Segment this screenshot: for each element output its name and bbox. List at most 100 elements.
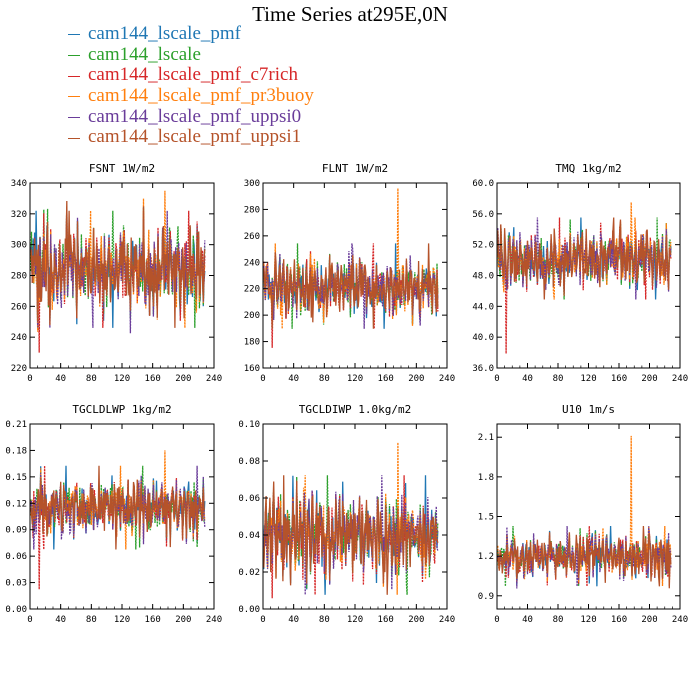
legend-label: cam144_lscale_pmf_uppsi1 [88,126,302,148]
chart-panel: FSNT 1W/m2 0 40 80 120 160 200 240 220 240 260 280 3… [11,162,222,384]
y-tick-label: 300 [11,241,27,251]
chart-title: TGCLDIWP 1.0kg/m2 [299,403,412,416]
y-tick-label: 0.12 [5,499,27,509]
x-tick-label: 80 [553,374,564,384]
y-tick-label: 0.00 [5,605,27,615]
series-group [263,188,439,348]
y-tick-label: 36.0 [472,364,494,374]
series-line [30,465,206,590]
x-tick-label: 200 [641,374,657,384]
y-tick-label: 280 [11,272,27,282]
x-tick-label: 160 [378,374,394,384]
y-tick-label: 52.0 [472,241,494,251]
y-tick-label: 2.1 [478,433,494,443]
x-tick-label: 240 [672,374,688,384]
x-tick-label: 80 [553,615,564,625]
y-tick-label: 44.0 [472,302,494,312]
y-tick-label: 300 [244,179,260,189]
y-tick-label: 0.06 [5,552,27,562]
legend-item: cam144_lscale [68,44,314,66]
x-tick-label: 0 [260,615,265,625]
legend-swatch [68,34,80,36]
y-tick-label: 1.5 [478,513,494,523]
legend-item: cam144_lscale_pmf_c7rich [68,65,314,86]
legend-item: cam144_lscale_pmf_uppsi1 [68,127,314,148]
series-line [497,217,672,300]
x-tick-label: 240 [439,615,455,625]
chart-title: FLNT 1W/m2 [322,162,388,175]
legend-swatch [68,75,80,77]
chart-panel: TGCLDLWP 1kg/m2 0 40 80 120 160 200 240 0.00 0.03… [5,403,222,625]
y-tick-label: 0.00 [238,605,260,615]
y-tick-label: 40.0 [472,333,494,343]
legend-label: cam144_lscale_pmf [88,23,242,44]
y-tick-label: 1.8 [478,473,494,483]
series-group [497,202,672,354]
x-tick-label: 40 [288,374,299,384]
y-tick-label: 56.0 [472,210,494,220]
x-tick-label: 40 [55,374,66,384]
legend-swatch [68,137,80,139]
legend: cam144_lscale_pmf cam144_lscale cam144_lsc… [68,23,314,148]
legend-swatch [68,54,80,56]
y-tick-label: 0.04 [238,531,260,541]
series-line [497,217,672,354]
x-tick-label: 0 [27,615,32,625]
y-tick-label: 240 [244,258,260,268]
series-line [263,475,439,595]
x-tick-label: 120 [580,615,596,625]
x-tick-label: 120 [114,615,130,625]
x-tick-label: 200 [408,374,424,384]
x-tick-label: 120 [580,374,596,384]
y-tick-label: 240 [11,333,27,343]
x-tick-label: 240 [439,374,455,384]
series-line [263,243,439,329]
x-tick-label: 0 [494,615,499,625]
x-tick-label: 40 [522,374,533,384]
x-tick-label: 160 [378,615,394,625]
x-tick-label: 0 [494,374,499,384]
x-tick-label: 40 [55,615,66,625]
legend-swatch [68,96,80,98]
y-tick-label: 0.10 [238,420,260,430]
y-tick-label: 340 [11,179,27,189]
x-tick-label: 200 [408,615,424,625]
x-tick-label: 240 [206,374,222,384]
y-tick-label: 220 [11,364,27,374]
x-tick-label: 40 [522,615,533,625]
y-tick-label: 0.03 [5,579,27,589]
legend-item: cam144_lscale_pmf [68,23,314,45]
x-tick-label: 80 [86,615,97,625]
series-group [30,450,206,590]
chart-panel: TGCLDIWP 1.0kg/m2 0 40 80 120 160 200 240 0.00 0.… [238,403,455,625]
y-tick-label: 0.9 [478,592,494,602]
chart-panel: FLNT 1W/m2 0 40 80 120 160 200 240 160 180 200 220 2… [244,162,455,384]
x-tick-label: 200 [175,374,191,384]
x-tick-label: 40 [288,615,299,625]
legend-item: cam144_lscale_pmf_uppsi0 [68,105,314,128]
y-tick-label: 48.0 [472,272,494,282]
x-tick-label: 80 [319,615,330,625]
y-tick-label: 220 [244,285,260,295]
series-group [497,435,672,589]
legend-label: cam144_lscale_pmf_uppsi0 [88,105,302,127]
x-tick-label: 120 [347,615,363,625]
y-tick-label: 0.21 [5,420,27,430]
legend-label: cam144_lscale_pmf_c7rich [88,64,298,86]
x-tick-label: 0 [27,374,32,384]
chart-title: TMQ 1kg/m2 [555,162,621,175]
x-tick-label: 160 [145,374,161,384]
y-tick-label: 1.2 [478,552,494,562]
y-tick-label: 260 [11,302,27,312]
y-tick-label: 200 [244,311,260,321]
x-tick-label: 120 [347,374,363,384]
series-group [263,442,439,599]
chart-panel: U10 1m/s 0 40 80 120 160 200 240 0.9 1.2 1.5 1.8 2.1 [478,403,688,625]
legend-item: cam144_lscale_pmf_pr3buoy [68,85,314,107]
x-tick-label: 200 [641,615,657,625]
figure-title: Time Series at295E,0N [252,2,448,26]
x-tick-label: 200 [175,615,191,625]
x-tick-label: 80 [319,374,330,384]
x-tick-label: 160 [611,615,627,625]
